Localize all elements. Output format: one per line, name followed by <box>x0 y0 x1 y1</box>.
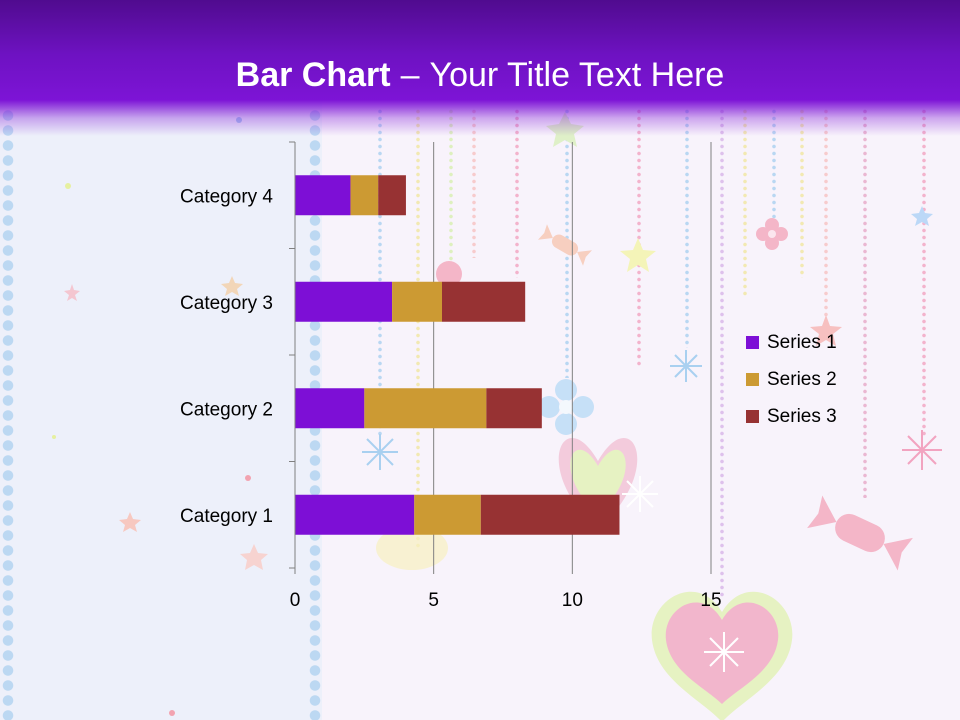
chart-bars <box>295 175 620 535</box>
star-icon <box>221 276 243 296</box>
bar-series-1 <box>295 175 351 216</box>
bar-series-2 <box>414 494 481 535</box>
legend-label-series-2: Series 2 <box>767 368 837 390</box>
bar-series-2 <box>392 281 442 322</box>
dot-icon <box>65 183 71 189</box>
title-rest: Your Title Text Here <box>429 56 725 94</box>
bar-series-1 <box>295 494 415 535</box>
bar-series-2 <box>364 388 487 429</box>
decor-bead-string <box>720 108 724 598</box>
dot-icon <box>169 710 175 716</box>
legend-swatch-series-2 <box>746 373 759 386</box>
dot-icon <box>52 435 56 439</box>
title-header-band <box>0 0 960 136</box>
bar-series-3 <box>441 281 526 322</box>
decor-bead-string <box>922 108 926 438</box>
title-bold-part: Bar Chart <box>235 56 391 94</box>
decor-bead-string <box>416 108 420 548</box>
snowflake-icon <box>362 434 398 470</box>
bar-series-1 <box>295 281 393 322</box>
slide-title: Bar Chart – Your Title Text Here <box>0 52 960 98</box>
cloud-icon <box>376 526 448 570</box>
decor-bead-string <box>449 108 453 288</box>
snowflake-icon <box>670 350 702 382</box>
star-icon <box>911 206 933 226</box>
star-icon <box>119 512 141 532</box>
decor-bead-string <box>772 108 776 218</box>
legend-item-series-2: Series 2 <box>746 361 837 398</box>
bar-series-1 <box>295 388 365 429</box>
bar-series-2 <box>350 175 379 216</box>
left-dotted-border <box>1 108 15 720</box>
decor-bead-string <box>378 108 382 438</box>
category-label: Category 1 <box>180 506 273 527</box>
decor-bead-string <box>800 108 804 278</box>
category-label: Category 2 <box>180 399 273 420</box>
x-tick-label: 5 <box>428 590 439 611</box>
decor-bead-string <box>515 108 519 278</box>
legend-swatch-series-1 <box>746 336 759 349</box>
flower-icon <box>538 379 594 435</box>
decor-bead-string <box>824 108 828 318</box>
bar-series-3 <box>486 388 542 429</box>
decor-bead-string <box>637 108 641 368</box>
decor-bead-string <box>743 108 747 298</box>
title-separator: – <box>400 56 420 94</box>
legend-label-series-1: Series 1 <box>767 331 837 353</box>
decor-bead-string <box>472 108 476 258</box>
snowflake-icon <box>902 430 942 470</box>
x-tick-label: 10 <box>562 590 583 611</box>
bar-series-3 <box>480 494 620 535</box>
chart-axes: 0 5 10 15 Category 1 Category 2 Category 3 Cate… <box>180 141 722 611</box>
x-tick-label: 0 <box>290 590 301 611</box>
star-icon <box>620 238 656 272</box>
decor-bead-string <box>863 108 867 498</box>
legend-item-series-1: Series 1 <box>746 324 837 361</box>
pink-flower-icon <box>756 218 788 250</box>
star-icon <box>240 544 268 570</box>
legend-item-series-3: Series 3 <box>746 398 837 435</box>
bar-series-3 <box>378 175 406 216</box>
x-tick-label: 15 <box>700 590 721 611</box>
snowflake-icon <box>622 476 744 672</box>
legend-label-series-3: Series 3 <box>767 405 837 427</box>
decor-bead-string <box>685 108 689 348</box>
star-icon <box>810 315 842 346</box>
category-label: Category 4 <box>180 186 273 207</box>
balloon-icon <box>436 261 462 287</box>
dot-icon <box>245 475 251 481</box>
candy-icon <box>807 495 913 571</box>
chart-legend: Series 1 Series 2 Series 3 <box>746 324 837 435</box>
small-candy-icon <box>537 224 593 266</box>
star-icon <box>64 284 80 301</box>
legend-swatch-series-3 <box>746 410 759 423</box>
category-label: Category 3 <box>180 293 273 314</box>
